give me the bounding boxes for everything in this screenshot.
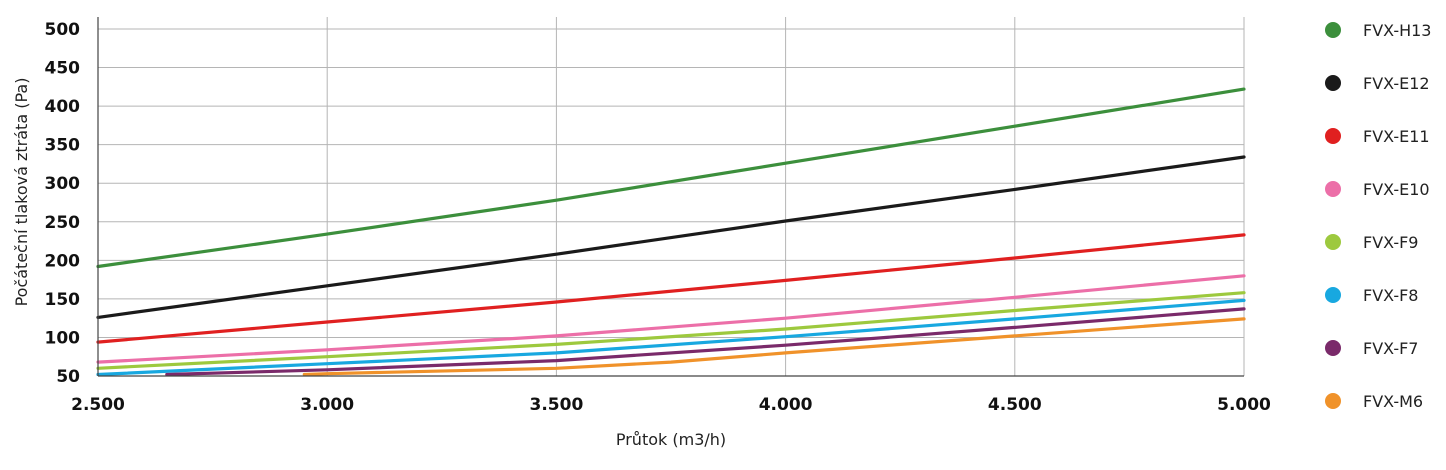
x-tick-label: 3.500 [530, 395, 584, 415]
x-axis-title: Průtok (m3/h) [616, 430, 726, 449]
y-tick-label: 400 [45, 97, 81, 117]
legend-label-fvx-e11: FVX-E11 [1363, 127, 1430, 146]
legend-label-fvx-m6: FVX-M6 [1363, 392, 1423, 411]
y-tick-label: 50 [56, 367, 80, 387]
series-line-fvx-m6 [302, 317, 1246, 377]
legend-label-fvx-f9: FVX-F9 [1363, 233, 1418, 252]
legend-marker-fvx-f8 [1325, 287, 1341, 303]
legend-marker-fvx-f9 [1325, 234, 1341, 250]
legend-label-fvx-f8: FVX-F8 [1363, 286, 1418, 305]
y-tick-label: 350 [45, 136, 81, 156]
legend-marker-fvx-e11 [1325, 128, 1341, 144]
x-tick-label: 4.500 [988, 395, 1042, 415]
y-tick-label: 100 [45, 328, 81, 348]
x-tick-label: 5.000 [1217, 395, 1271, 415]
y-tick-label: 300 [45, 174, 81, 194]
legend-label-fvx-h13: FVX-H13 [1363, 21, 1431, 40]
y-tick-label: 500 [45, 20, 81, 40]
legend-label-fvx-e10: FVX-E10 [1363, 180, 1430, 199]
series-line-fvx-f9 [96, 291, 1246, 370]
x-tick-label: 4.000 [759, 395, 813, 415]
x-tick-label: 2.500 [71, 395, 125, 415]
y-tick-label: 200 [45, 251, 81, 271]
y-tick-label: 150 [45, 290, 81, 310]
series-line-fvx-f8 [96, 298, 1246, 377]
series-lines [96, 87, 1246, 377]
series-line-fvx-f7 [165, 307, 1246, 377]
x-tick-label: 3.000 [300, 395, 354, 415]
legend-marker-fvx-m6 [1325, 393, 1341, 409]
y-tick-label: 250 [45, 213, 81, 233]
legend-marker-fvx-f7 [1325, 340, 1341, 356]
series-line-fvx-h13 [96, 87, 1246, 269]
series-line-fvx-e12 [96, 155, 1246, 319]
y-axis-title: Počáteční tlaková ztráta (Pa) [12, 78, 31, 307]
legend: FVX-H13 FVX-E12 FVX-E11 FVX-E10 FVX-F9 FVX-F8… [1325, 21, 1431, 411]
axes [97, 17, 1244, 377]
y-tick-label: 450 [45, 59, 81, 79]
series-line-fvx-e11 [96, 233, 1246, 344]
tick-labels: 50 100 150 200 250 300 350 400 450 500 2.500 3.000 3… [45, 20, 1272, 415]
series-line-fvx-e10 [96, 274, 1246, 364]
legend-marker-fvx-e10 [1325, 181, 1341, 197]
legend-label-fvx-f7: FVX-F7 [1363, 339, 1418, 358]
legend-label-fvx-e12: FVX-E12 [1363, 74, 1430, 93]
legend-marker-fvx-h13 [1325, 22, 1341, 38]
legend-marker-fvx-e12 [1325, 75, 1341, 91]
